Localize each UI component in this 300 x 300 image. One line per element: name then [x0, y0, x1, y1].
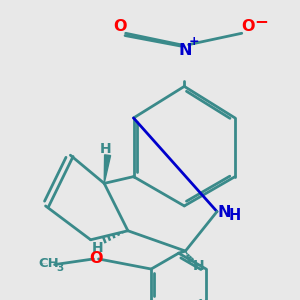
Text: O: O — [242, 19, 255, 34]
Text: H: H — [100, 142, 111, 156]
Text: H: H — [91, 241, 103, 255]
Text: methoxy: methoxy — [42, 263, 48, 264]
Text: N: N — [178, 43, 192, 58]
Text: 3: 3 — [56, 263, 64, 273]
Text: +: + — [189, 35, 200, 48]
Text: H: H — [192, 259, 204, 273]
Text: O: O — [113, 19, 126, 34]
Text: CH: CH — [39, 257, 59, 270]
Polygon shape — [104, 155, 111, 183]
Text: N: N — [218, 205, 232, 220]
Text: −: − — [254, 12, 268, 30]
Text: H: H — [229, 208, 241, 224]
Text: O: O — [90, 251, 103, 266]
